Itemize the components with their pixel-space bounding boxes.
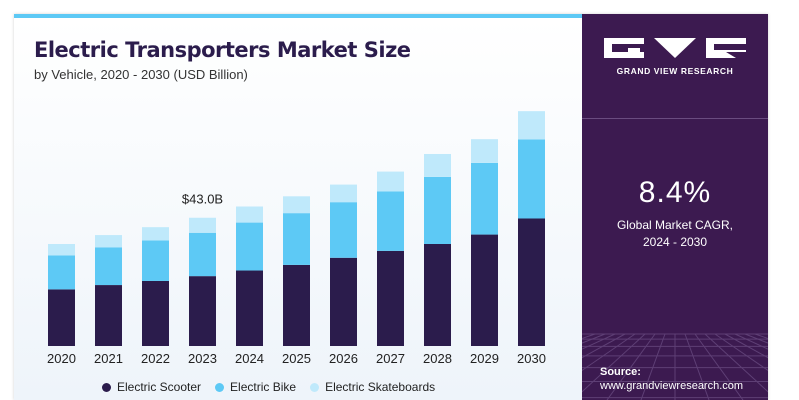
legend-swatch-electric-skateboards <box>310 382 320 392</box>
grid-deco-vline <box>684 333 710 400</box>
bar-electric-scooter-2025 <box>283 264 310 346</box>
bar-electric-bike-2026 <box>330 202 357 258</box>
bar-electric-bike-2027 <box>377 191 404 251</box>
grid-deco-vline <box>582 333 626 359</box>
source-url-link[interactable]: www.grandviewresearch.com <box>600 380 744 392</box>
legend-label-electric-scooter: Electric Scooter <box>117 380 202 394</box>
perspective-grid-decoration <box>582 333 768 400</box>
bar-electric-skateboards-2029 <box>471 139 498 163</box>
bar-electric-scooter-2021 <box>95 285 122 346</box>
grid-deco-vline <box>704 333 768 393</box>
chart-panel: Electric Transporters Market Size by Veh… <box>14 14 582 400</box>
bar-electric-bike-2028 <box>424 176 451 244</box>
source-label: Source: <box>600 366 641 378</box>
x-tick-label-2029: 2029 <box>470 351 499 366</box>
cagr-label-line1: Global Market CAGR, <box>616 218 734 232</box>
grid-deco-vline <box>694 333 744 400</box>
bar-electric-scooter-2027 <box>377 250 404 346</box>
bar-electric-scooter-2023 <box>189 276 216 346</box>
grand-view-research-logo: GRAND VIEW RESEARCH <box>602 36 748 96</box>
gvr-logo-icon <box>604 38 746 58</box>
bar-electric-skateboards-2027 <box>377 171 404 192</box>
x-tick-label-2020: 2020 <box>47 351 76 366</box>
chart-title: Electric Transporters Market Size <box>34 38 411 62</box>
grid-deco-vline <box>640 333 666 400</box>
grid-deco-vline <box>734 333 768 350</box>
cagr-value: 8.4% <box>638 176 712 209</box>
bar-electric-bike-2021 <box>95 247 122 286</box>
brand-name: GRAND VIEW RESEARCH <box>616 66 734 76</box>
legend-label-electric-bike: Electric Bike <box>230 380 297 394</box>
legend-swatch-electric-scooter <box>102 382 111 392</box>
cagr-label: Global Market CAGR, 2024 - 2030 <box>582 217 768 251</box>
legend-item-electric-skateboards: Electric Skateboards <box>310 380 435 394</box>
x-tick-label-2025: 2025 <box>282 351 311 366</box>
summary-sidebar: GRAND VIEW RESEARCH 8.4% Global Market C… <box>582 14 768 400</box>
x-tick-label-2023: 2023 <box>188 351 217 366</box>
sidebar-divider <box>582 118 768 119</box>
x-tick-label-2024: 2024 <box>235 351 264 366</box>
bar-electric-scooter-2030 <box>518 218 545 346</box>
data-label-2023: $43.0B <box>182 192 223 207</box>
bar-electric-scooter-2022 <box>142 280 169 346</box>
grid-deco-vline <box>724 333 768 359</box>
bar-electric-bike-2023 <box>189 232 216 277</box>
bar-electric-scooter-2024 <box>236 270 263 346</box>
legend-item-electric-bike: Electric Bike <box>215 380 296 394</box>
cagr-label-line2: 2024 - 2030 <box>642 235 708 249</box>
x-tick-label-2027: 2027 <box>376 351 405 366</box>
chart-subtitle: by Vehicle, 2020 - 2030 (USD Billion) <box>34 67 248 82</box>
grid-deco-vline <box>582 333 616 350</box>
legend-label-electric-skateboards: Electric Skateboards <box>325 380 436 394</box>
stacked-bar-chart: 2020 2021 2022 2023 $43.0B 2024 2025 2026 2027 20… <box>47 111 546 366</box>
grid-deco-vline <box>582 333 636 372</box>
bar-electric-bike-2024 <box>236 222 263 271</box>
bar-electric-bike-2029 <box>471 162 498 235</box>
bar-electric-bike-2020 <box>48 255 75 290</box>
bar-electric-skateboards-2024 <box>236 206 263 223</box>
bar-electric-bike-2030 <box>518 139 545 219</box>
bar-electric-scooter-2026 <box>330 257 357 346</box>
infographic-card: Electric Transporters Market Size by Veh… <box>14 14 768 400</box>
x-tick-label-2022: 2022 <box>141 351 170 366</box>
bar-electric-skateboards-2028 <box>424 153 451 177</box>
bar-electric-skateboards-2025 <box>283 196 310 214</box>
bar-electric-scooter-2020 <box>48 289 75 346</box>
bar-electric-skateboards-2020 <box>48 244 75 256</box>
bar-electric-skateboards-2026 <box>330 184 357 203</box>
bar-electric-bike-2025 <box>283 213 310 265</box>
chart-legend: Electric Scooter Electric Bike Electric … <box>102 379 435 395</box>
x-tick-label-2028: 2028 <box>423 351 452 366</box>
grid-deco-vline <box>606 333 656 400</box>
bar-electric-scooter-2028 <box>424 244 451 346</box>
bar-electric-skateboards-2030 <box>518 111 545 140</box>
x-tick-label-2030: 2030 <box>517 351 546 366</box>
bar-electric-scooter-2029 <box>471 234 498 346</box>
x-tick-label-2026: 2026 <box>329 351 358 366</box>
bar-electric-skateboards-2021 <box>95 235 122 248</box>
x-tick-label-2021: 2021 <box>94 351 123 366</box>
bar-electric-skateboards-2022 <box>142 227 169 241</box>
grid-deco-vline <box>714 333 768 372</box>
grid-deco-vline <box>582 333 646 393</box>
legend-swatch-electric-bike <box>215 382 225 392</box>
bar-electric-bike-2022 <box>142 240 169 281</box>
legend-item-electric-scooter: Electric Scooter <box>102 380 201 394</box>
bar-electric-skateboards-2023 <box>189 217 216 233</box>
